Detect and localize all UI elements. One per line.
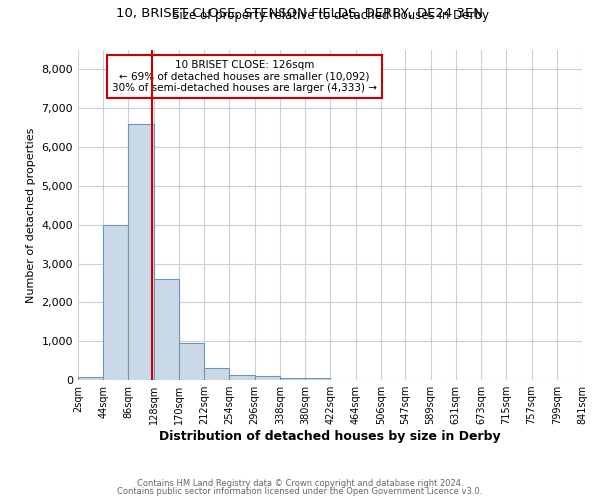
Bar xyxy=(254,376,280,380)
Bar xyxy=(78,378,103,380)
Text: Contains HM Land Registry data © Crown copyright and database right 2024.: Contains HM Land Registry data © Crown c… xyxy=(137,478,463,488)
Text: Contains public sector information licensed under the Open Government Licence v3: Contains public sector information licen… xyxy=(118,487,482,496)
Y-axis label: Number of detached properties: Number of detached properties xyxy=(26,128,36,302)
Bar xyxy=(154,279,179,380)
Bar xyxy=(229,376,254,380)
X-axis label: Distribution of detached houses by size in Derby: Distribution of detached houses by size … xyxy=(159,430,501,443)
Bar xyxy=(128,124,154,380)
Text: 10 BRISET CLOSE: 126sqm
← 69% of detached houses are smaller (10,092)
30% of sem: 10 BRISET CLOSE: 126sqm ← 69% of detache… xyxy=(112,60,377,93)
Bar xyxy=(103,224,128,380)
Bar xyxy=(179,343,204,380)
Text: 10, BRISET CLOSE, STENSON FIELDS, DERBY, DE24 3EN: 10, BRISET CLOSE, STENSON FIELDS, DERBY,… xyxy=(116,8,484,20)
Bar xyxy=(280,378,305,380)
Bar xyxy=(204,368,229,380)
Bar xyxy=(305,378,331,380)
Title: Size of property relative to detached houses in Derby: Size of property relative to detached ho… xyxy=(172,10,488,22)
